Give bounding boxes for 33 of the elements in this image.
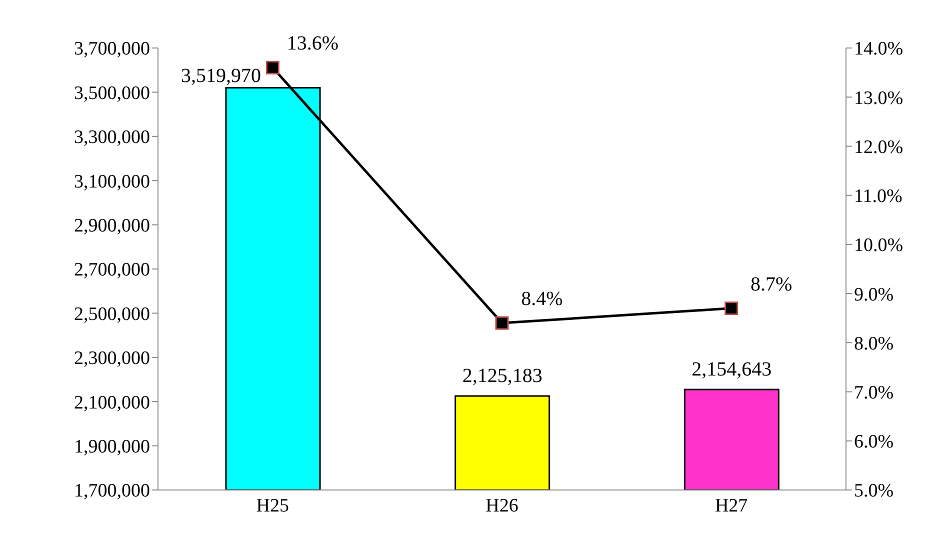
y-tick-label: 1,900,000 bbox=[74, 436, 150, 458]
y-tick-label: 2,300,000 bbox=[74, 348, 150, 370]
point bbox=[495, 316, 509, 330]
y-tick-label: 2,500,000 bbox=[74, 304, 150, 325]
point bbox=[724, 302, 738, 316]
data-label: 2,154,643 bbox=[692, 358, 772, 381]
y2-tick-label: 11.0% bbox=[854, 186, 903, 208]
y2-tick-label: 6.0% bbox=[854, 432, 894, 453]
data-label: 13.6% bbox=[286, 32, 339, 55]
data-label: 8.4% bbox=[521, 288, 563, 310]
y-tick-label: 3,100,000 bbox=[74, 171, 150, 192]
y-tick-label: 3,300,000 bbox=[74, 127, 150, 148]
y-tick-label: 3,500,000 bbox=[74, 82, 150, 104]
y-tick-label: 2,900,000 bbox=[74, 216, 150, 237]
point bbox=[266, 60, 280, 74]
x-tick-label: H25 bbox=[256, 495, 290, 516]
y2-tick-label: 14.0% bbox=[854, 38, 904, 60]
y-tick-label: 2,700,000 bbox=[74, 260, 150, 281]
y-tick-label: 2,100,000 bbox=[74, 392, 150, 414]
y2-tick-label: 10.0% bbox=[854, 235, 904, 256]
x-tick-label: H27 bbox=[714, 495, 748, 516]
y-tick-label: 3,700,000 bbox=[74, 38, 150, 60]
data-label: 8.7% bbox=[750, 273, 792, 296]
y2-tick-label: 7.0% bbox=[854, 382, 894, 404]
y2-tick-label: 5.0% bbox=[854, 480, 894, 502]
data-label: 2,125,183 bbox=[462, 365, 542, 388]
y-tick-label: 1,700,000 bbox=[74, 480, 150, 502]
x-tick-label: H26 bbox=[486, 495, 518, 516]
y2-tick-label: 12.0% bbox=[854, 136, 904, 158]
data-label: 3,519,970 bbox=[181, 64, 261, 87]
y2-tick-label: 13.0% bbox=[854, 88, 904, 109]
y2-tick-label: 8.0% bbox=[854, 333, 894, 354]
y2-tick-label: 9.0% bbox=[854, 284, 894, 306]
